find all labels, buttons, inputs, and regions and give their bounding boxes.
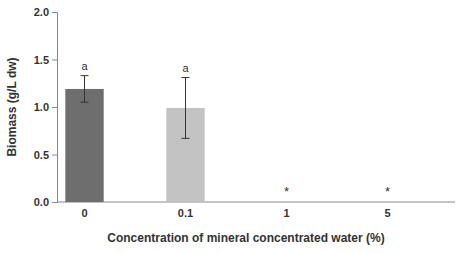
annotation: a xyxy=(182,62,189,74)
y-tick-mark xyxy=(52,12,57,13)
error-bar-stem xyxy=(84,76,85,103)
x-tick-label: 1 xyxy=(283,207,289,219)
x-tick: 0.1 xyxy=(178,207,193,219)
bar xyxy=(368,202,406,203)
bar xyxy=(65,89,103,202)
x-axis-title: Concentration of mineral concentrated wa… xyxy=(107,231,384,245)
y-axis-title: Biomass (g/L dw) xyxy=(5,57,19,156)
y-tick-mark xyxy=(52,202,57,203)
y-tick-mark xyxy=(52,107,57,108)
x-tick: 1 xyxy=(283,207,289,219)
annotation: * xyxy=(385,184,390,199)
error-bar xyxy=(182,78,190,139)
y-tick-mark xyxy=(52,155,57,156)
y-tick: 1.0 xyxy=(34,101,57,113)
y-tick: 2.0 xyxy=(34,6,57,18)
y-axis: 0.0 0.5 1.0 1.5 2.0 xyxy=(34,6,58,208)
y-axis-line xyxy=(52,13,58,203)
error-bar-stem xyxy=(185,78,186,139)
x-tick: 0 xyxy=(81,207,87,219)
y-tick-label: 2.0 xyxy=(34,6,49,18)
y-tick: 1.5 xyxy=(34,54,57,66)
y-tick-label: 0.0 xyxy=(34,196,49,208)
x-tick-label: 0.1 xyxy=(178,207,193,219)
error-bar-cap xyxy=(81,102,89,103)
y-tick-mark xyxy=(52,60,57,61)
y-tick: 0.5 xyxy=(34,149,57,161)
y-tick: 0.0 xyxy=(34,196,57,208)
annotation: * xyxy=(284,184,289,199)
y-tick-label: 1.0 xyxy=(34,101,49,113)
error-bar xyxy=(81,76,89,103)
y-tick-label: 0.5 xyxy=(34,149,49,161)
chart: 0.0 0.5 1.0 1.5 2.0 0 0.1 1 5 a a * * Concentration o… xyxy=(0,0,470,253)
x-axis-line xyxy=(57,202,455,203)
plot-area xyxy=(65,76,204,202)
x-tick: 5 xyxy=(384,207,390,219)
error-bar-cap xyxy=(182,138,190,139)
error-bar-cap xyxy=(182,77,190,78)
x-axis: 0 0.1 1 5 xyxy=(81,207,390,219)
error-bar-cap xyxy=(81,75,89,76)
y-tick-label: 1.5 xyxy=(34,54,49,66)
annotation: a xyxy=(81,60,88,72)
bar xyxy=(267,202,305,203)
x-tick-label: 5 xyxy=(384,207,390,219)
x-tick-label: 0 xyxy=(81,207,87,219)
